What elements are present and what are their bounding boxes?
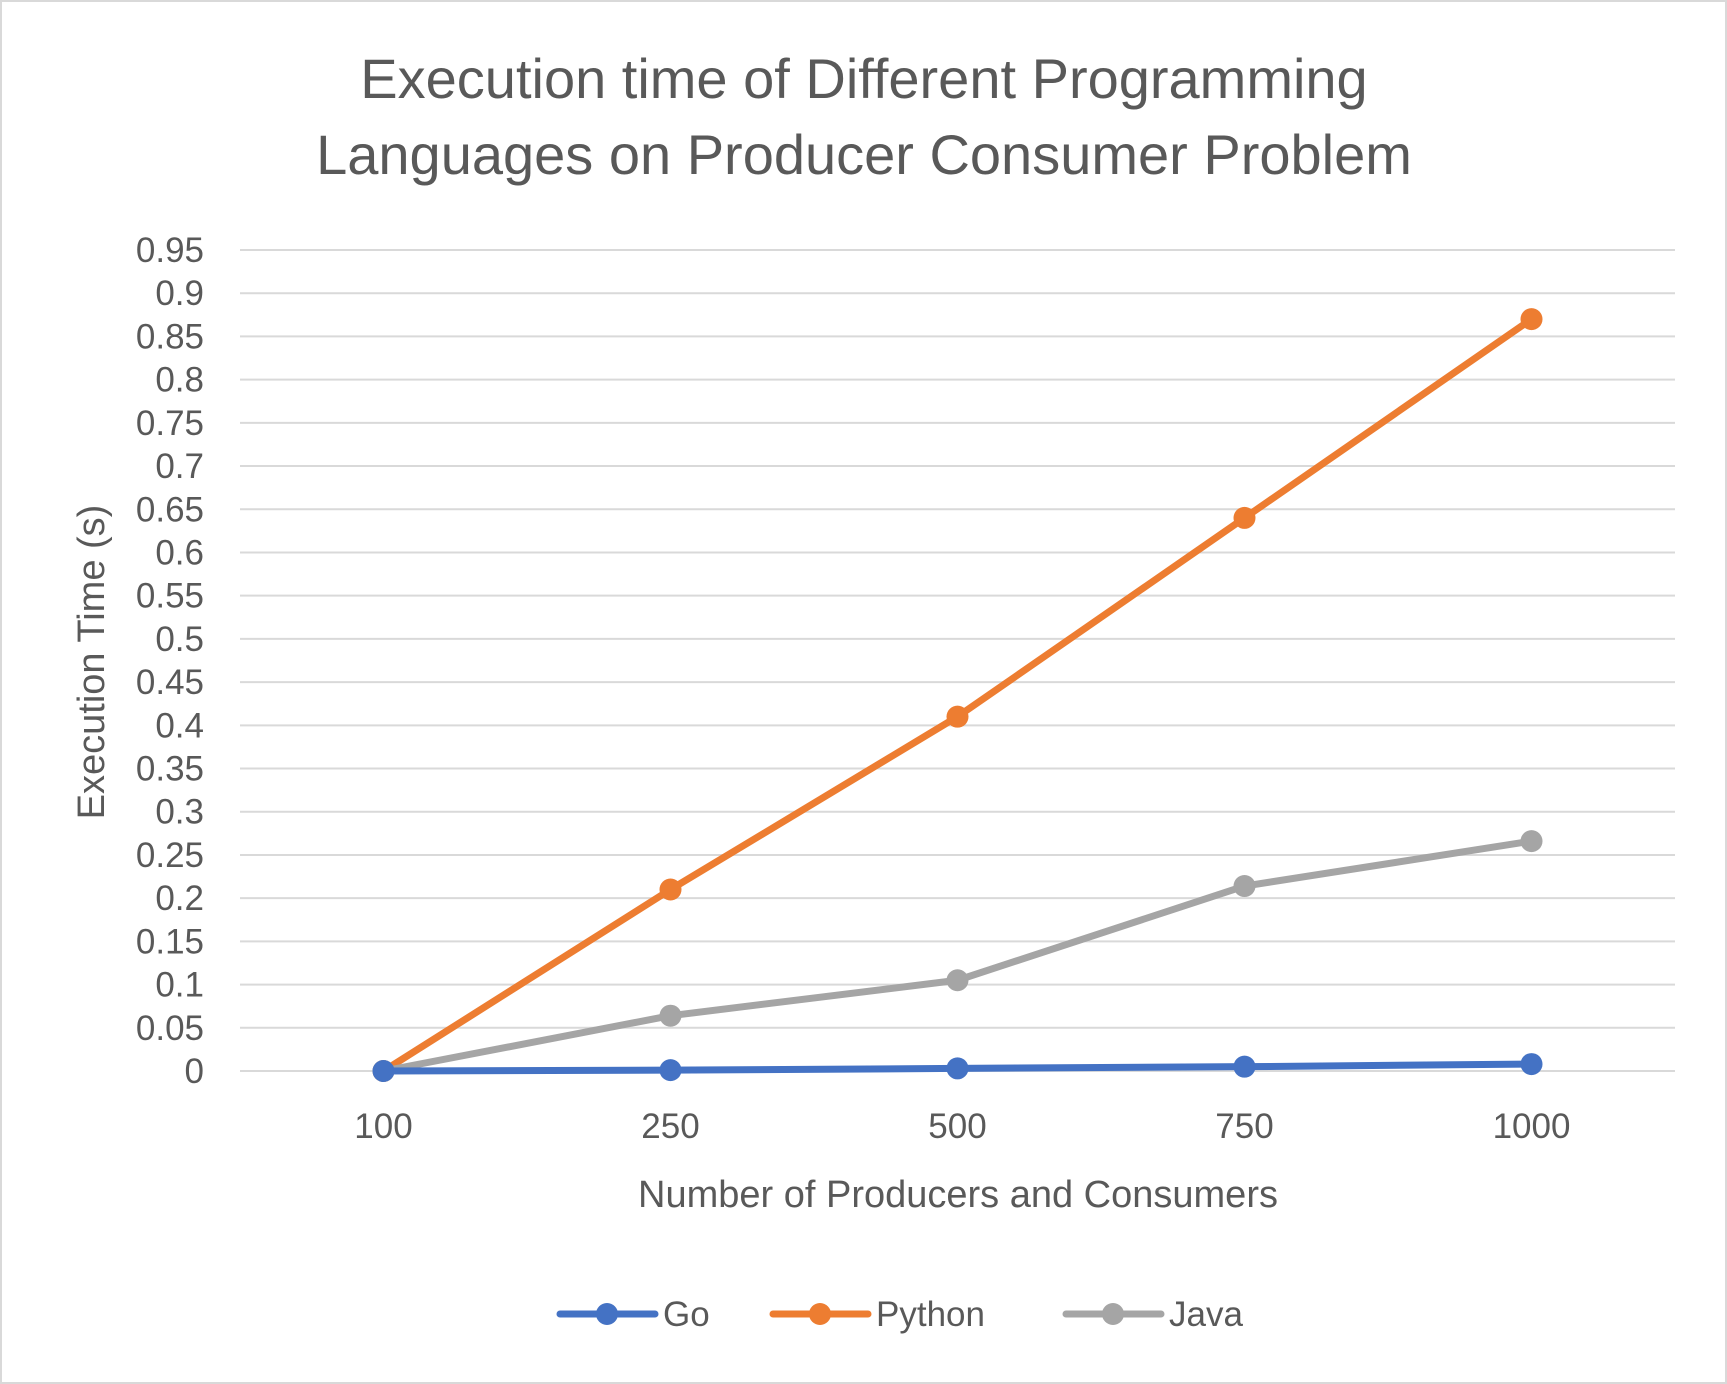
y-tick-label: 0.25: [136, 836, 204, 875]
x-axis-ticks: 100 250 500 750 1000: [354, 1107, 1570, 1146]
y-tick-label: 0.1: [155, 966, 204, 1005]
y-tick-label: 0.35: [136, 750, 204, 789]
y-tick-label: 0.6: [155, 533, 204, 572]
gridlines: [240, 249, 1675, 1072]
legend-label-java: Java: [1169, 1295, 1243, 1334]
y-axis-title: Execution Time (s): [71, 505, 113, 820]
series-line-python: [380, 315, 1535, 1075]
chart-title-line-1: Execution time of Different Programming: [360, 47, 1367, 110]
y-tick-label: 0.95: [136, 231, 204, 270]
y-axis-ticks: 0 0.05 0.1 0.15 0.2 0.25 0.3 0.35 0.4 0.45 0.5 0.55…: [136, 231, 204, 1091]
x-tick-label: 250: [641, 1107, 699, 1146]
legend-item-java: Java: [1062, 1295, 1243, 1334]
x-tick-label: 500: [928, 1107, 986, 1146]
y-tick-label: 0.55: [136, 577, 204, 616]
data-point-java: [1520, 830, 1543, 853]
y-tick-label: 0.4: [155, 706, 204, 745]
x-axis-title: Number of Producers and Consumers: [638, 1174, 1278, 1216]
y-tick-label: 0: [185, 1052, 204, 1091]
chart-title-line-2: Languages on Producer Consumer Problem: [316, 123, 1412, 186]
y-tick-label: 0.05: [136, 1009, 204, 1048]
data-point-go: [1233, 1055, 1256, 1078]
y-tick-label: 0.8: [155, 361, 204, 400]
data-point-java: [946, 969, 969, 992]
x-tick-label: 1000: [1493, 1107, 1571, 1146]
data-point-python: [1233, 506, 1256, 529]
data-point-go: [659, 1059, 682, 1082]
y-tick-label: 0.5: [155, 620, 204, 659]
y-tick-label: 0.9: [155, 274, 204, 313]
data-point-java: [659, 1004, 682, 1027]
data-point-go: [946, 1057, 969, 1080]
series-line-java: [380, 837, 1535, 1075]
data-point-go: [1520, 1053, 1543, 1076]
y-tick-label: 0.45: [136, 663, 204, 702]
legend-label-go: Go: [663, 1295, 710, 1334]
legend-marker-java: [1102, 1303, 1124, 1325]
legend-marker-python: [809, 1303, 831, 1325]
y-tick-label: 0.2: [155, 879, 204, 918]
data-point-python: [1520, 308, 1543, 331]
series-lines: [372, 308, 1543, 1082]
y-tick-label: 0.3: [155, 793, 204, 832]
x-tick-label: 750: [1215, 1107, 1273, 1146]
x-tick-label: 100: [354, 1107, 412, 1146]
y-tick-label: 0.85: [136, 317, 204, 356]
legend-item-python: Python: [769, 1295, 985, 1334]
legend: Go Python Java: [556, 1295, 1243, 1334]
data-point-java: [1233, 875, 1256, 898]
legend-label-python: Python: [876, 1295, 985, 1334]
y-tick-label: 0.65: [136, 490, 204, 529]
data-point-python: [659, 878, 682, 901]
y-tick-label: 0.15: [136, 922, 204, 961]
data-point-python: [946, 705, 969, 728]
y-tick-label: 0.75: [136, 404, 204, 443]
legend-item-go: Go: [556, 1295, 710, 1334]
y-tick-label: 0.7: [155, 447, 204, 486]
legend-marker-go: [596, 1303, 618, 1325]
data-point-go: [372, 1060, 395, 1082]
